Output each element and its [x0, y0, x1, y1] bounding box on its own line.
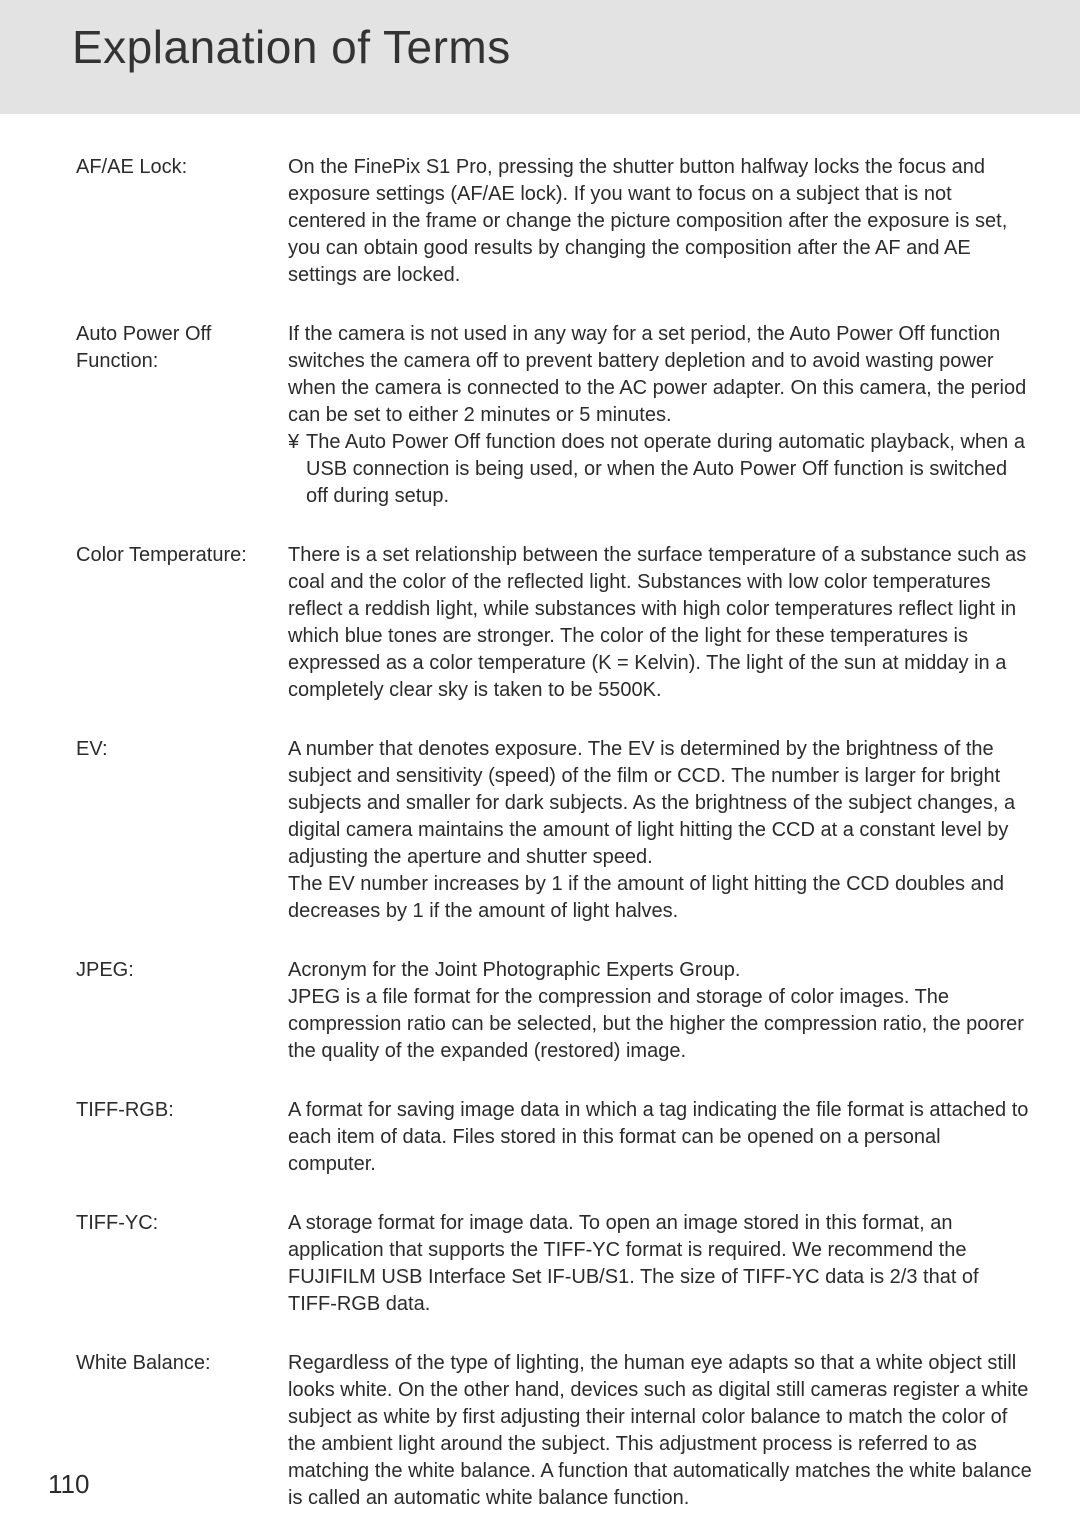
- term-description: A storage format for image data. To open…: [288, 1210, 1032, 1318]
- term-label: Auto Power Off Function:: [76, 321, 288, 375]
- term-description: Regardless of the type of lighting, the …: [288, 1350, 1032, 1512]
- term-paragraph: JPEG is a file format for the compressio…: [288, 986, 1024, 1062]
- term-label: Color Temperature:: [76, 542, 288, 569]
- note-text: The Auto Power Off function does not ope…: [306, 429, 1032, 510]
- term-label: TIFF-RGB:: [76, 1097, 288, 1124]
- term-row: Color Temperature: There is a set relati…: [76, 542, 1032, 704]
- term-label: EV:: [76, 736, 288, 763]
- term-paragraph: There is a set relationship between the …: [288, 544, 1026, 701]
- term-label: JPEG:: [76, 957, 288, 984]
- term-note: ¥ The Auto Power Off function does not o…: [288, 429, 1032, 510]
- term-paragraph: Regardless of the type of lighting, the …: [288, 1352, 1032, 1509]
- term-description: A format for saving image data in which …: [288, 1097, 1032, 1178]
- term-label: TIFF-YC:: [76, 1210, 288, 1237]
- term-row: White Balance: Regardless of the type of…: [76, 1350, 1032, 1512]
- term-row: JPEG: Acronym for the Joint Photographic…: [76, 957, 1032, 1065]
- term-row: EV: A number that denotes exposure. The …: [76, 736, 1032, 925]
- term-paragraph: On the FinePix S1 Pro, pressing the shut…: [288, 156, 1007, 286]
- term-description: Acronym for the Joint Photographic Exper…: [288, 957, 1032, 1065]
- term-description: On the FinePix S1 Pro, pressing the shut…: [288, 154, 1032, 289]
- term-paragraph: A number that denotes exposure. The EV i…: [288, 738, 1015, 868]
- term-label: White Balance:: [76, 1350, 288, 1377]
- header-band: Explanation of Terms: [0, 0, 1080, 114]
- term-paragraph: The EV number increases by 1 if the amou…: [288, 873, 1004, 922]
- term-description: A number that denotes exposure. The EV i…: [288, 736, 1032, 925]
- term-description: If the camera is not used in any way for…: [288, 321, 1032, 510]
- term-paragraph: A storage format for image data. To open…: [288, 1212, 979, 1315]
- page: Explanation of Terms AF/AE Lock: On the …: [0, 0, 1080, 1536]
- term-row: Auto Power Off Function: If the camera i…: [76, 321, 1032, 510]
- term-description: There is a set relationship between the …: [288, 542, 1032, 704]
- page-title: Explanation of Terms: [72, 20, 1032, 74]
- note-bullet: ¥: [288, 429, 306, 510]
- page-number: 110: [48, 1469, 89, 1500]
- terms-list: AF/AE Lock: On the FinePix S1 Pro, press…: [48, 114, 1032, 1512]
- term-paragraph: A format for saving image data in which …: [288, 1099, 1028, 1175]
- term-paragraph: If the camera is not used in any way for…: [288, 323, 1026, 426]
- term-row: AF/AE Lock: On the FinePix S1 Pro, press…: [76, 154, 1032, 289]
- term-row: TIFF-YC: A storage format for image data…: [76, 1210, 1032, 1318]
- term-paragraph: Acronym for the Joint Photographic Exper…: [288, 959, 740, 981]
- term-row: TIFF-RGB: A format for saving image data…: [76, 1097, 1032, 1178]
- term-label: AF/AE Lock:: [76, 154, 288, 181]
